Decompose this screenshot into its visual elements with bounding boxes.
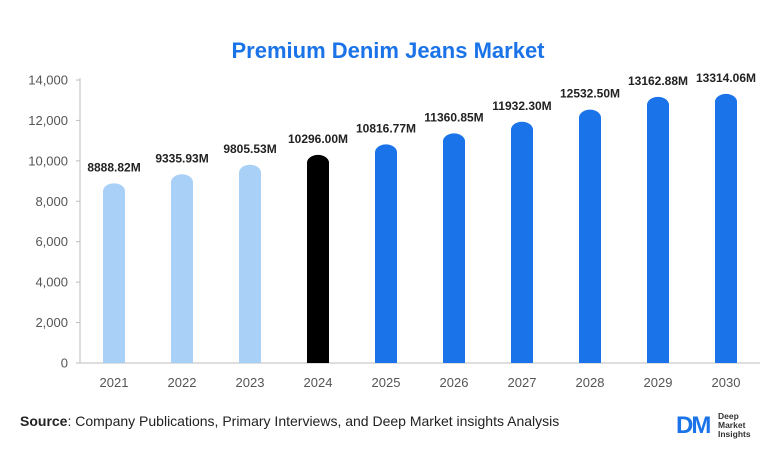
bar-base <box>103 353 125 363</box>
y-tick-label: 8,000 <box>35 194 68 209</box>
chart-title: Premium Denim Jeans Market <box>231 38 545 63</box>
x-tick-label: 2029 <box>644 375 673 390</box>
bar-base <box>511 353 533 363</box>
bar <box>715 93 737 363</box>
x-tick-label: 2022 <box>168 375 197 390</box>
data-label: 13314.06M <box>696 71 756 85</box>
y-tick-label: 6,000 <box>35 234 68 249</box>
bar <box>171 174 193 363</box>
data-label: 9805.53M <box>223 142 276 156</box>
x-tick-label: 2025 <box>372 375 401 390</box>
data-label: 11360.85M <box>424 110 483 124</box>
source-label: Source <box>20 413 68 429</box>
bar <box>103 183 125 363</box>
logo-words: Deep Market Insights <box>718 412 751 439</box>
data-label: 11932.30M <box>492 99 551 113</box>
bar-base <box>443 353 465 363</box>
logo-line-3: Insights <box>718 429 751 439</box>
bar <box>443 133 465 363</box>
data-label: 10816.77M <box>356 121 416 135</box>
data-label: 12532.50M <box>560 87 620 101</box>
x-tick-label: 2023 <box>236 375 265 390</box>
bar-base <box>239 353 261 363</box>
data-label: 9335.93M <box>155 151 208 165</box>
bar-base <box>171 353 193 363</box>
bar <box>647 96 669 363</box>
bar <box>239 164 261 363</box>
y-tick-label: 4,000 <box>35 275 68 290</box>
bar <box>511 121 533 363</box>
brand-logo: DM Deep Market Insights <box>676 410 766 442</box>
bar <box>375 144 397 363</box>
bar <box>307 154 329 363</box>
x-tick-label: 2026 <box>440 375 469 390</box>
data-label: 13162.88M <box>628 74 688 88</box>
bar-base <box>715 353 737 363</box>
source-note: Source: Company Publications, Primary In… <box>20 413 559 429</box>
logo-line-1: Deep <box>718 411 739 421</box>
bar-base <box>579 353 601 363</box>
data-label: 8888.82M <box>87 160 140 174</box>
bar <box>579 109 601 364</box>
data-label: 10296.00M <box>288 132 348 146</box>
y-tick-label: 2,000 <box>35 315 68 330</box>
y-tick-label: 10,000 <box>28 153 68 168</box>
logo-mark: DM <box>676 412 711 439</box>
y-tick-label: 0 <box>61 356 68 371</box>
bar-base <box>375 353 397 363</box>
y-tick-label: 14,000 <box>28 73 68 88</box>
y-tick-label: 12,000 <box>28 113 68 128</box>
x-tick-label: 2024 <box>304 375 333 390</box>
x-tick-label: 2027 <box>508 375 537 390</box>
bar-base <box>307 353 329 363</box>
source-text: : Company Publications, Primary Intervie… <box>67 413 560 429</box>
x-tick-label: 2030 <box>712 375 741 390</box>
logo-line-2: Market <box>718 420 746 430</box>
x-tick-label: 2028 <box>576 375 605 390</box>
bar-base <box>647 353 669 363</box>
x-tick-label: 2021 <box>100 375 129 390</box>
